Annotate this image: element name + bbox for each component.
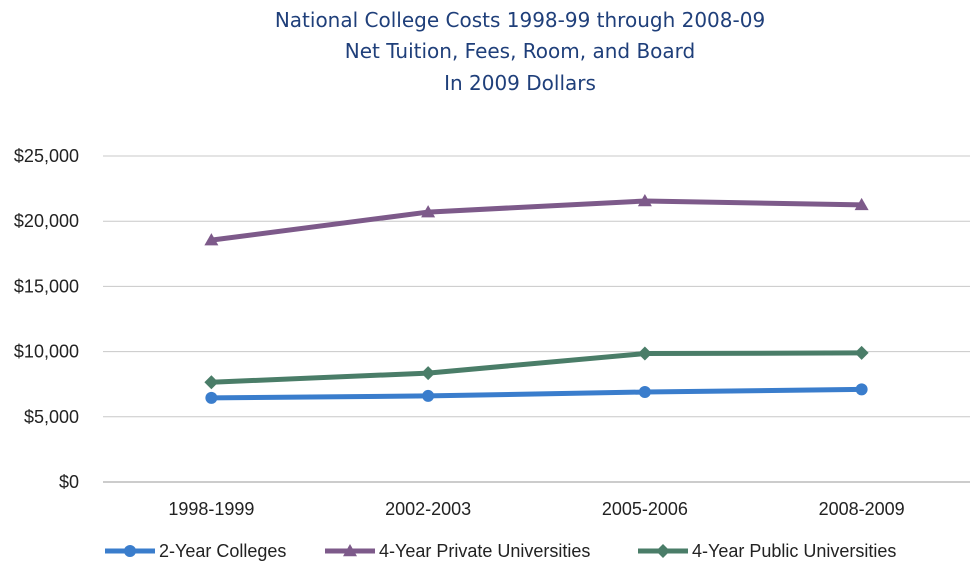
x-tick-label: 2002-2003 [385, 499, 471, 519]
series-2 [204, 345, 869, 390]
y-tick-label: $15,000 [14, 276, 79, 296]
data-point [637, 193, 652, 207]
legend-marker [343, 544, 357, 557]
x-tick-label: 1998-1999 [168, 499, 254, 519]
y-tick-label: $5,000 [24, 407, 79, 427]
legend-item: 2-Year Colleges [105, 541, 286, 561]
y-tick-label: $10,000 [14, 342, 79, 362]
x-axis: 1998-1999 2002-2003 2005-2006 2008-2009 [168, 499, 904, 519]
series-line [208, 386, 865, 401]
data-point [421, 366, 436, 381]
y-axis: $0 $5,000 $10,000 $15,000 $20,000 $25,000 [14, 146, 79, 492]
x-tick-label: 2008-2009 [819, 499, 905, 519]
chart-title: National College Costs 1998-99 through 2… [275, 8, 765, 95]
data-point [855, 383, 868, 396]
y-tick-label: $0 [59, 472, 79, 492]
legend-marker [656, 544, 670, 558]
x-tick-label: 2005-2006 [602, 499, 688, 519]
legend-label: 2-Year Colleges [159, 541, 286, 561]
data-point [854, 345, 869, 360]
legend-item: 4-Year Public Universities [638, 541, 896, 561]
legend: 2-Year Colleges 4-Year Private Universiti… [105, 541, 896, 561]
data-point [854, 197, 869, 211]
y-tick-label: $25,000 [14, 146, 79, 166]
gridlines [103, 155, 970, 483]
legend-label: 4-Year Private Universities [379, 541, 590, 561]
data-point [637, 346, 652, 361]
data-point [205, 391, 218, 404]
legend-marker [124, 545, 136, 557]
data-point [204, 375, 219, 390]
chart-title-line-2: Net Tuition, Fees, Room, and Board [345, 39, 696, 63]
chart-title-line-3: In 2009 Dollars [444, 71, 596, 95]
series-line [208, 198, 865, 243]
data-point [638, 386, 651, 399]
data-point [204, 233, 219, 246]
data-point [422, 389, 435, 402]
legend-label: 4-Year Public Universities [692, 541, 896, 561]
series-1 [204, 193, 869, 246]
series-layer [204, 193, 869, 404]
series-0 [205, 383, 868, 404]
series-line [208, 350, 865, 385]
legend-item: 4-Year Private Universities [325, 541, 590, 561]
chart-title-line-1: National College Costs 1998-99 through 2… [275, 8, 765, 32]
data-point [421, 205, 436, 218]
y-tick-label: $20,000 [14, 211, 79, 231]
